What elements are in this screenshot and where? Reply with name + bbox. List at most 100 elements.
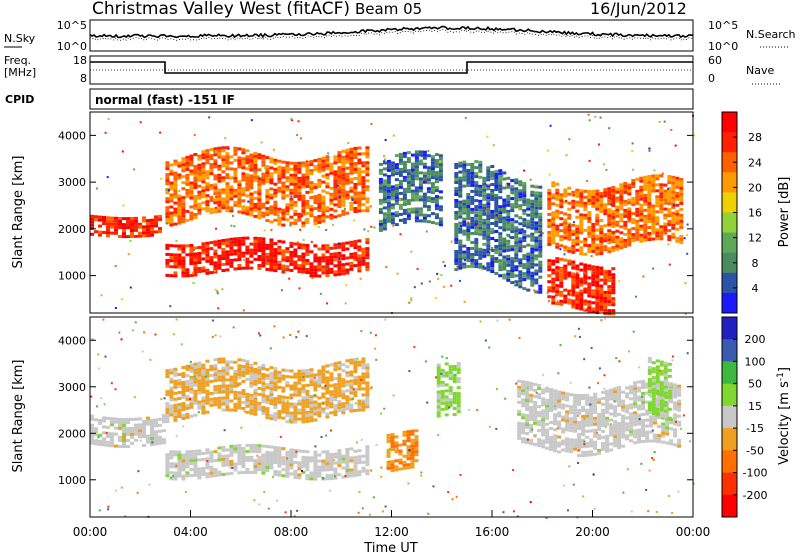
- power-cell: [217, 167, 222, 171]
- power-cell: [482, 266, 487, 270]
- power-cell: [486, 268, 491, 272]
- power-cell: [571, 266, 576, 270]
- power-cell: [353, 189, 358, 192]
- power-cell: [611, 300, 616, 304]
- velocity-cell: [217, 405, 222, 409]
- velocity-cell: [185, 373, 190, 377]
- power-cell: [454, 253, 459, 256]
- power-cell: [466, 181, 471, 184]
- power-noise-cell: [336, 184, 339, 187]
- power-cell: [651, 180, 656, 184]
- power-cell: [478, 265, 483, 269]
- power-cell: [245, 257, 250, 261]
- velocity-cell: [448, 368, 453, 372]
- velocity-cell: [521, 380, 526, 384]
- power-cell: [365, 238, 370, 242]
- velocity-cell: [601, 390, 606, 394]
- velocity-cell: [436, 405, 441, 409]
- power-cell: [130, 223, 134, 226]
- power-cell: [313, 256, 318, 260]
- velocity-cell: [114, 444, 118, 448]
- velocity-cell: [613, 435, 618, 439]
- power-cell: [410, 165, 415, 169]
- power-cell: [138, 234, 142, 238]
- velocity-cell: [273, 403, 278, 407]
- power-cell: [482, 230, 487, 234]
- velocity-cell: [122, 418, 126, 421]
- power-cell: [571, 305, 576, 309]
- velocity-cell: [114, 420, 118, 424]
- power-cell: [623, 211, 628, 215]
- velocity-cell: [205, 401, 210, 405]
- power-cell: [619, 246, 624, 250]
- velocity-cell: [237, 403, 242, 407]
- power-noise-cell: [214, 269, 217, 272]
- velocity-cell: [581, 430, 586, 433]
- power-cell: [567, 271, 572, 275]
- power-cell: [534, 236, 539, 240]
- freq-right-label: Nave: [746, 64, 774, 77]
- velocity-cell: [273, 412, 278, 416]
- velocity-cell: [537, 411, 542, 415]
- power-cell: [154, 218, 158, 222]
- power-cell: [498, 268, 503, 272]
- power-cell: [165, 173, 170, 177]
- power-cell: [563, 248, 568, 252]
- power-cell: [615, 235, 620, 239]
- power-cell: [177, 256, 182, 260]
- power-cell: [526, 201, 531, 205]
- power-cell: [325, 215, 330, 219]
- power-cell: [353, 147, 358, 150]
- power-cell: [591, 274, 596, 278]
- power-cell: [591, 271, 596, 275]
- velocity-cell: [281, 377, 286, 381]
- power-cell: [579, 204, 584, 208]
- power-cell: [134, 234, 138, 238]
- velocity-cell: [394, 435, 399, 439]
- power-cell: [462, 160, 467, 164]
- power-cell: [325, 247, 330, 251]
- velocity-cell: [349, 370, 354, 374]
- power-cell: [365, 250, 370, 254]
- velocity-cell: [221, 399, 226, 403]
- power-cell: [309, 163, 314, 167]
- power-cell: [426, 175, 431, 179]
- power-cell: [607, 187, 612, 191]
- velocity-cell: [329, 402, 334, 406]
- velocity-cell: [94, 442, 98, 446]
- power-cell: [458, 206, 463, 210]
- power-cell: [458, 254, 463, 258]
- velocity-cell: [213, 474, 218, 478]
- velocity-cell: [569, 444, 574, 448]
- power-cell: [555, 278, 560, 282]
- power-cell: [595, 287, 600, 290]
- power-cell: [261, 249, 266, 253]
- power-cell: [205, 247, 210, 251]
- power-cell: [418, 180, 423, 184]
- power-cell: [595, 228, 600, 232]
- power-cell: [309, 265, 314, 269]
- velocity-cell: [609, 430, 614, 434]
- power-cell: [474, 223, 479, 227]
- velocity-cell: [337, 385, 342, 389]
- velocity-cell: [529, 405, 534, 409]
- power-cell: [466, 226, 471, 229]
- velocity-cell: [273, 406, 278, 410]
- velocity-cell: [581, 445, 586, 448]
- velocity-cell: [329, 474, 334, 477]
- velocity-cell: [386, 448, 391, 452]
- power-cell: [478, 247, 483, 251]
- velocity-cell: [365, 402, 370, 406]
- power-cell: [474, 217, 479, 221]
- power-cell: [494, 203, 499, 206]
- velocity-cell: [345, 454, 350, 457]
- velocity-cell: [410, 459, 415, 463]
- power-cell: [490, 255, 495, 258]
- power-cell: [430, 155, 435, 159]
- velocity-cell: [237, 456, 242, 460]
- power-cell: [165, 246, 170, 250]
- velocity-cell: [209, 367, 214, 371]
- velocity-cell: [90, 426, 94, 430]
- velocity-cell: [201, 402, 206, 406]
- velocity-cell: [329, 390, 334, 394]
